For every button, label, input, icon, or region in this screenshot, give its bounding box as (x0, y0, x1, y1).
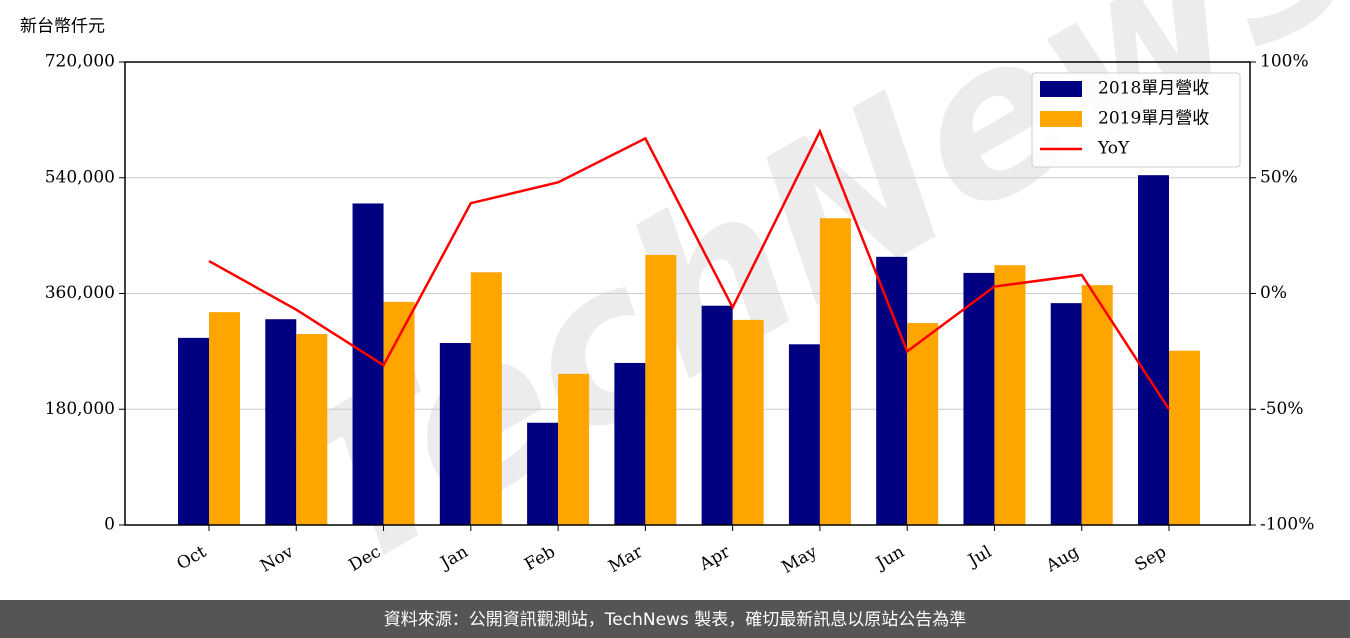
x-tick-label: May (778, 542, 821, 578)
y-tick-label: 540,000 (45, 167, 115, 187)
bar (352, 203, 384, 525)
bar (1050, 303, 1082, 525)
y2-tick-label: 0% (1260, 283, 1287, 303)
bar (470, 272, 502, 525)
x-tick-label: Feb (521, 542, 559, 575)
bar (178, 337, 209, 525)
legend-label: 2019單月營收 (1098, 109, 1209, 129)
x-tick-label: Jun (871, 542, 908, 575)
bar (701, 305, 733, 525)
bar (645, 254, 677, 525)
y2-tick-label: -100% (1260, 515, 1314, 535)
footer: 資料來源：公開資訊觀測站，TechNews 製表，確切最新訊息以原站公告為準 (384, 610, 966, 630)
legend-label: 2018單月營收 (1098, 79, 1209, 99)
x-tick-label: Apr (695, 541, 734, 575)
bar (1169, 350, 1200, 525)
legend: 2018單月營收 2019單月營收 YoY (1031, 72, 1241, 168)
x-tick-label: Mar (605, 541, 647, 577)
bar (527, 422, 559, 525)
bar (819, 218, 851, 525)
bar (994, 265, 1026, 525)
y-tick-label: 180,000 (45, 399, 115, 419)
bar (1138, 175, 1169, 525)
legend-box (1031, 72, 1241, 168)
footer-band (0, 600, 1350, 638)
x-tick-label: Oct (174, 542, 210, 575)
legend-label: YoY (1097, 139, 1130, 159)
y2-tick-label: 50% (1260, 167, 1298, 187)
y-tick-label: 360,000 (45, 283, 115, 303)
x-tick-label: Nov (257, 542, 297, 577)
bar (209, 312, 240, 525)
x-tick-label: Aug (1042, 542, 1083, 577)
y-tick-label: 720,000 (45, 52, 115, 72)
bar (788, 344, 820, 525)
bar (296, 334, 328, 525)
x-tick-label: Jul (963, 542, 995, 572)
bar (732, 319, 764, 525)
plot-frame (124, 61, 1251, 526)
y2-tick-label: 100% (1260, 52, 1309, 72)
bar (963, 272, 995, 525)
line (208, 128, 1171, 410)
legend-swatch (1040, 111, 1082, 127)
x-tick-label: Sep (1132, 542, 1170, 576)
bar (1081, 285, 1113, 525)
bar (439, 343, 471, 525)
legend-swatch (1040, 81, 1082, 97)
bar (558, 373, 590, 525)
bar (265, 319, 297, 525)
y-axis-label: 新台幣仟元 (20, 17, 105, 37)
bar (614, 362, 646, 525)
bar (907, 323, 939, 525)
y-tick-label: 0 (104, 515, 115, 535)
bar (876, 256, 908, 525)
y2-tick-label: -50% (1260, 399, 1304, 419)
